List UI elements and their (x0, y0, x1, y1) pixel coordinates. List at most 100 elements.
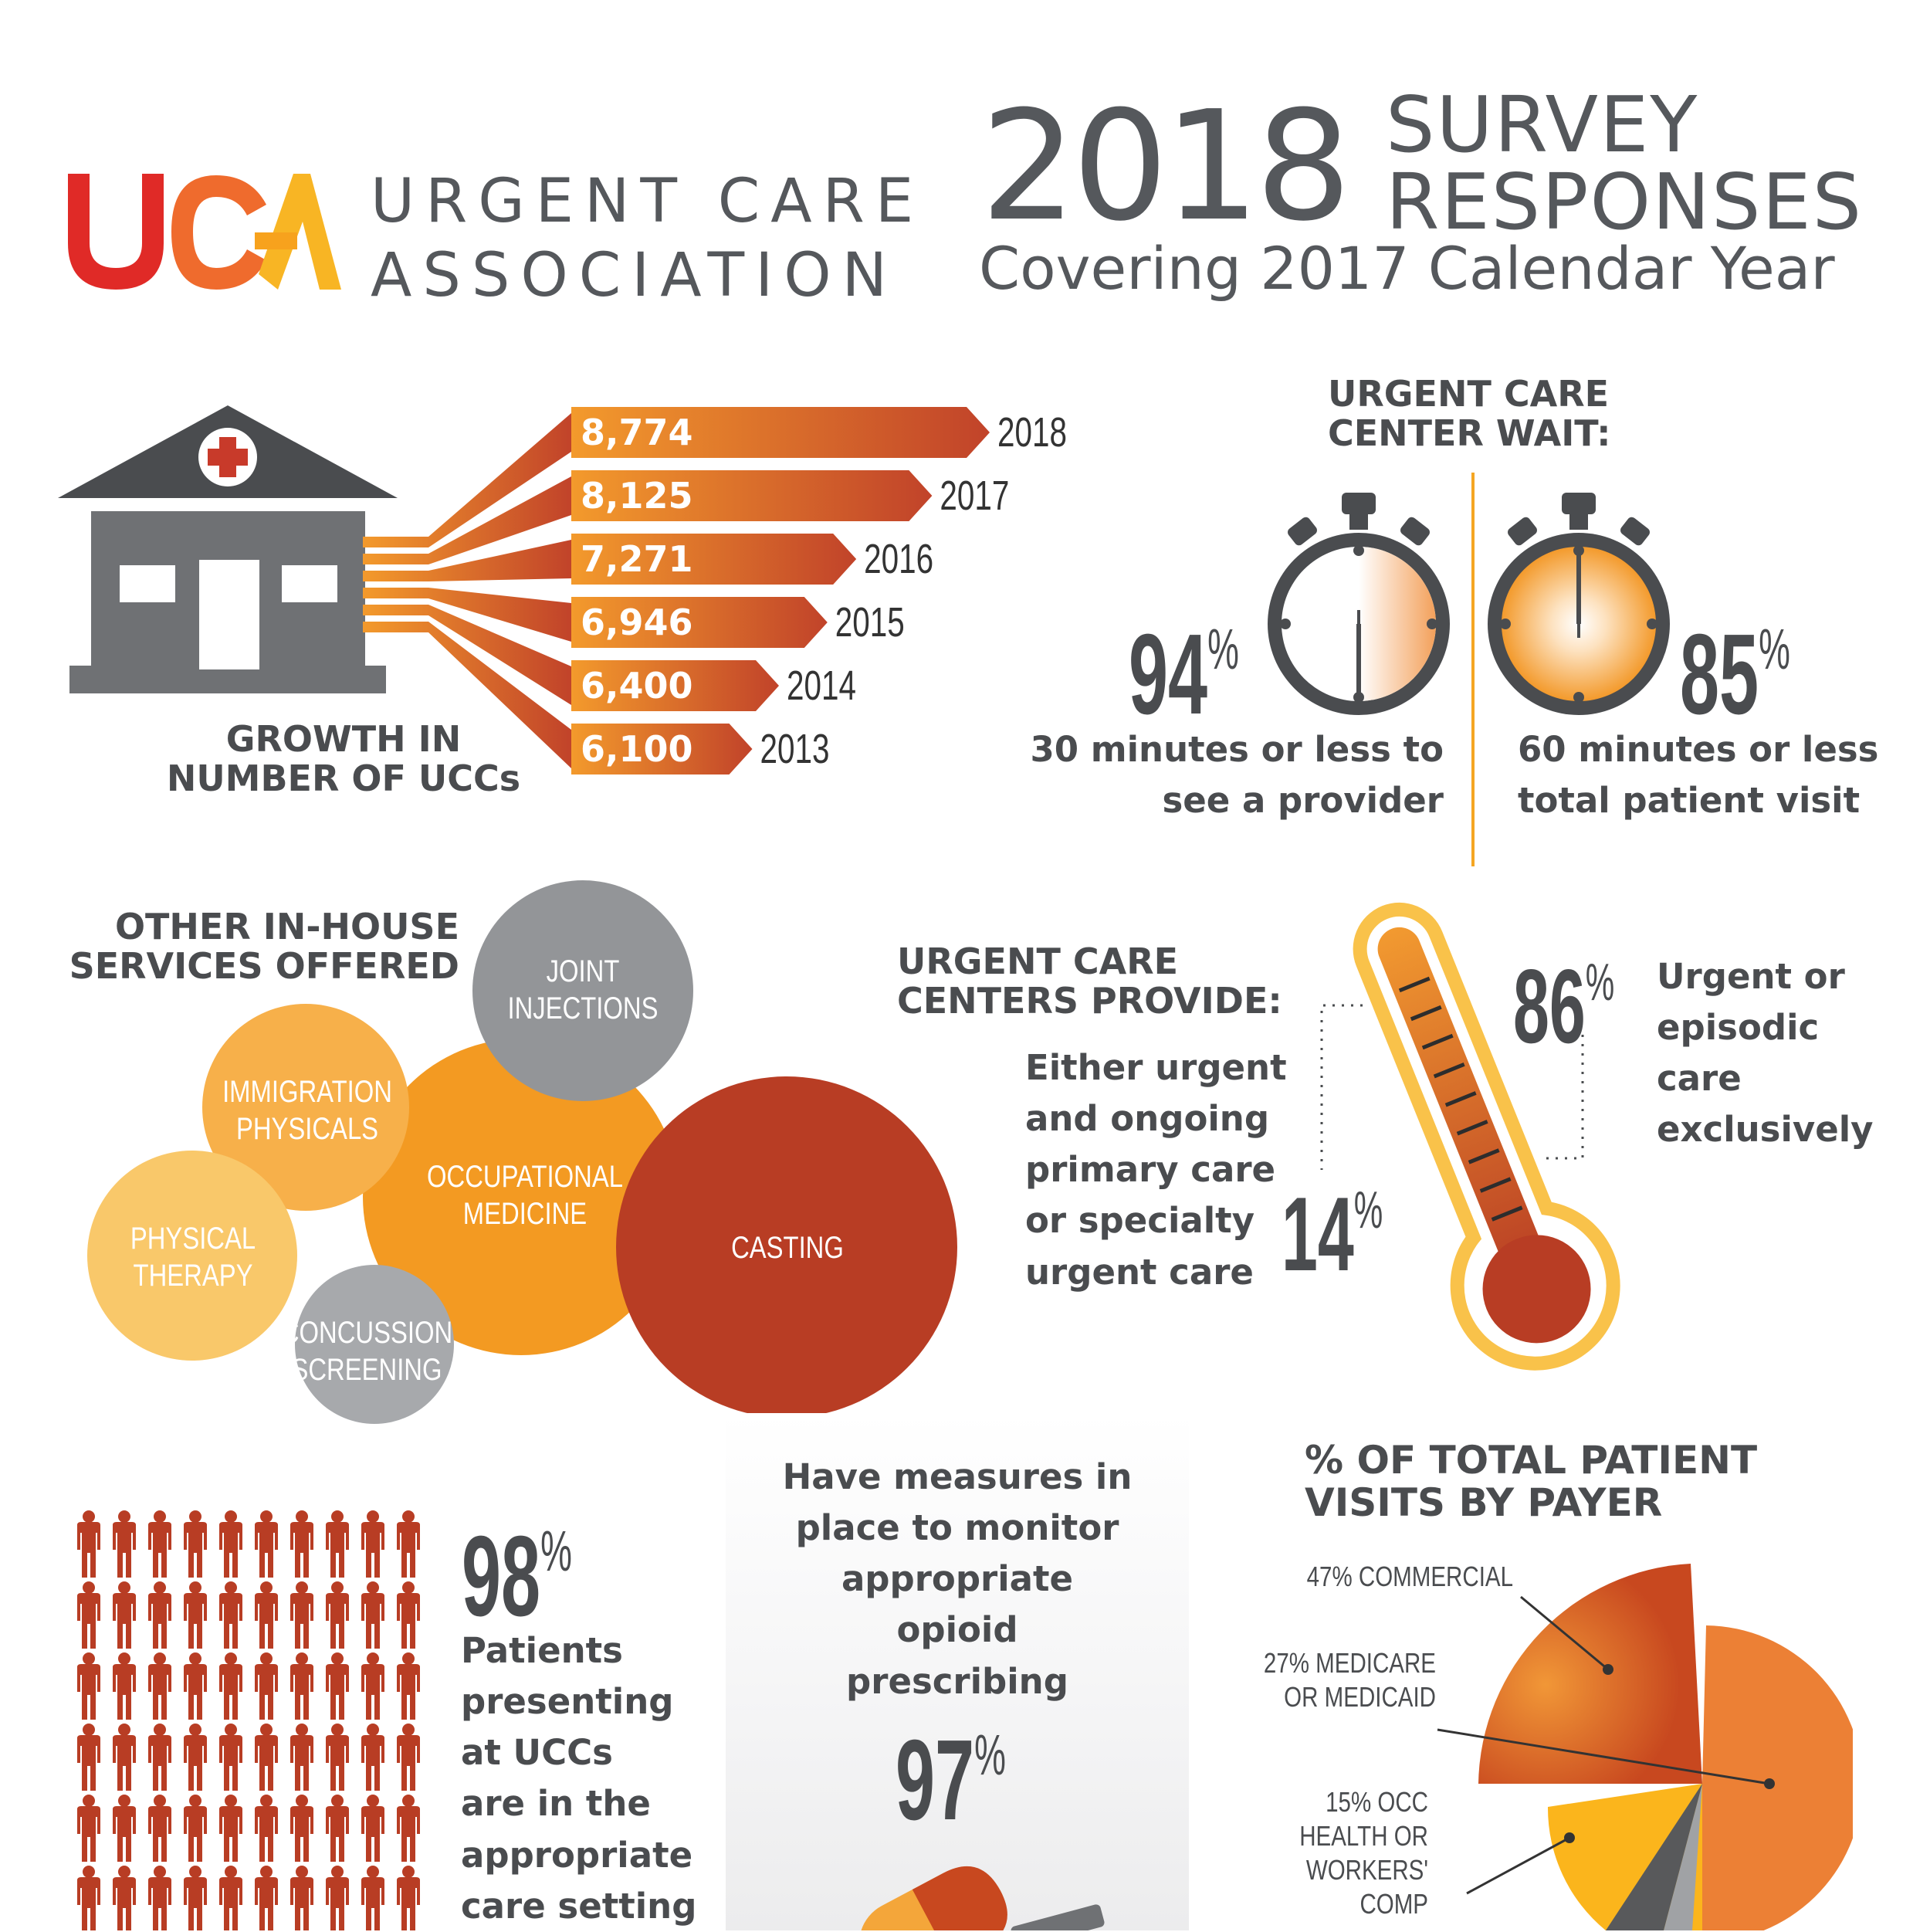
stopwatch-left-icon (1268, 493, 1450, 715)
pie-label-commercial: 47% COMMERCIAL (1272, 1560, 1513, 1594)
person-icon (290, 1795, 313, 1862)
wait-divider (1471, 473, 1475, 866)
opioid-line: place to monitor (795, 1507, 1119, 1549)
person-icon (361, 1510, 384, 1578)
people-grid-icon (77, 1510, 420, 1930)
opioid-caption: Have measures in place to monitor approp… (726, 1452, 1189, 1707)
person-icon (255, 1652, 278, 1720)
provide-left-line: Either urgent (1025, 1047, 1287, 1088)
person-icon (77, 1581, 100, 1649)
patients-line: presenting (461, 1681, 674, 1723)
growth-fan-connector (363, 540, 571, 581)
provide-title-line1: URGENT CARE (897, 941, 1179, 982)
growth-bar (571, 470, 933, 521)
bubble-label-line1: PHYSICAL (130, 1222, 256, 1256)
payer-title-line2: VISITS BY PAYER (1305, 1480, 1663, 1525)
opioid-line: prescribing (846, 1660, 1068, 1702)
opioid-line: Have measures in (782, 1456, 1133, 1497)
person-icon (397, 1581, 420, 1649)
person-icon (255, 1581, 278, 1649)
person-icon (113, 1652, 136, 1720)
patients-line: Patients (461, 1630, 623, 1671)
provide-left-caption: Either urgent and ongoing primary care o… (1025, 1042, 1303, 1298)
wait-right-caption: 60 minutes or less total patient visit (1518, 724, 1919, 826)
uca-logo (62, 158, 347, 301)
person-icon (219, 1795, 242, 1862)
bubble-label-immigration-physicals: IMMIGRATION PHYSICALS (212, 1073, 402, 1147)
growth-bar-chart: 8,774 2018 8,125 2017 7,271 2016 6,946 2015 6,40… (363, 407, 1067, 774)
title-line2: RESPONSES (1386, 157, 1864, 247)
person-icon (255, 1795, 278, 1862)
bubble-label-line2: CASTING (731, 1231, 844, 1265)
pie-label-line: HEALTH OR (1299, 1819, 1428, 1852)
wait-left-value: 94 (1129, 611, 1208, 738)
wait-title-line2: CENTER WAIT: (1328, 412, 1611, 454)
person-icon (113, 1866, 136, 1930)
patients-line: appropriate (461, 1834, 693, 1876)
person-icon (326, 1866, 349, 1930)
person-icon (326, 1510, 349, 1578)
growth-fan-connector (363, 413, 571, 547)
title-line1: SURVEY (1386, 80, 1699, 170)
person-icon (184, 1866, 207, 1930)
person-icon (184, 1652, 207, 1720)
bubble-label-line1: OCCUPATIONAL (427, 1160, 623, 1194)
person-icon (219, 1866, 242, 1930)
person-icon (77, 1795, 100, 1862)
opioid-line: appropriate (841, 1558, 1074, 1600)
pie-label-occ-health: 15% OCC HEALTH OR WORKERS' COMP (1187, 1785, 1428, 1921)
person-icon (290, 1581, 313, 1649)
person-icon (113, 1795, 136, 1862)
provide-left-line: and ongoing (1025, 1098, 1270, 1140)
person-icon (184, 1795, 207, 1862)
person-icon (113, 1581, 136, 1649)
provide-right-caption: Urgent or episodic care exclusively (1657, 951, 1919, 1156)
wait-right-line2: total patient visit (1518, 780, 1861, 822)
bubble-label-line1: IMMIGRATION (222, 1075, 392, 1109)
wait-title-line1: URGENT CARE (1328, 373, 1610, 415)
person-icon (397, 1652, 420, 1720)
provide-left-value: 14 (1282, 1175, 1354, 1293)
growth-bar-year: 2017 (940, 473, 1009, 519)
person-icon (219, 1510, 242, 1578)
growth-label: GROWTH IN NUMBER OF UCCs (139, 720, 548, 798)
bubble-concussion-screening (295, 1265, 454, 1424)
growth-bar-year: 2018 (997, 409, 1067, 456)
org-name-line1: URGENT CARE (371, 167, 925, 236)
growth-bar-year: 2013 (760, 726, 830, 772)
growth-bar (571, 407, 990, 458)
patients-percent: 98% (462, 1520, 572, 1634)
bubble-label-joint-injections: JOINT INJECTIONS (488, 953, 678, 1027)
provide-right-line: episodic (1657, 1007, 1820, 1049)
person-icon (184, 1510, 207, 1578)
provide-right-percent: 86% (1513, 954, 1614, 1059)
provide-right-line: care (1657, 1058, 1742, 1100)
patients-line: at UCCs (461, 1732, 613, 1774)
survey-year: 2018 (980, 79, 1352, 255)
pie-slice (1702, 1625, 1853, 1930)
person-icon (290, 1510, 313, 1578)
provide-bracket-left (1320, 1004, 1363, 1170)
provide-left-line: primary care (1025, 1149, 1276, 1191)
wait-right-line1: 60 minutes or less (1518, 729, 1879, 770)
bubble-label-concussion-screening: CONCUSSION SCREENING (272, 1314, 462, 1388)
person-icon (361, 1795, 384, 1862)
wait-right-percent: 85% (1680, 618, 1790, 732)
person-icon (219, 1724, 242, 1791)
wait-right-value: 85 (1680, 611, 1759, 738)
wait-left-percent: 94% (1129, 618, 1239, 732)
bubble-label-line1: CONCUSSION (280, 1316, 453, 1350)
growth-bar-year: 2014 (787, 663, 856, 709)
person-icon (326, 1581, 349, 1649)
uca-logo-mark (68, 174, 341, 290)
wait-left-line1: 30 minutes or less to (1030, 729, 1444, 770)
person-icon (290, 1866, 313, 1930)
growth-fan-connector (363, 622, 571, 768)
wait-left-unit: % (1207, 616, 1239, 681)
provide-left-line: urgent care (1025, 1251, 1254, 1293)
person-icon (397, 1795, 420, 1862)
person-icon (219, 1652, 242, 1720)
person-icon (148, 1724, 171, 1791)
person-icon (290, 1652, 313, 1720)
bubble-label-line2: PHYSICALS (235, 1112, 379, 1146)
